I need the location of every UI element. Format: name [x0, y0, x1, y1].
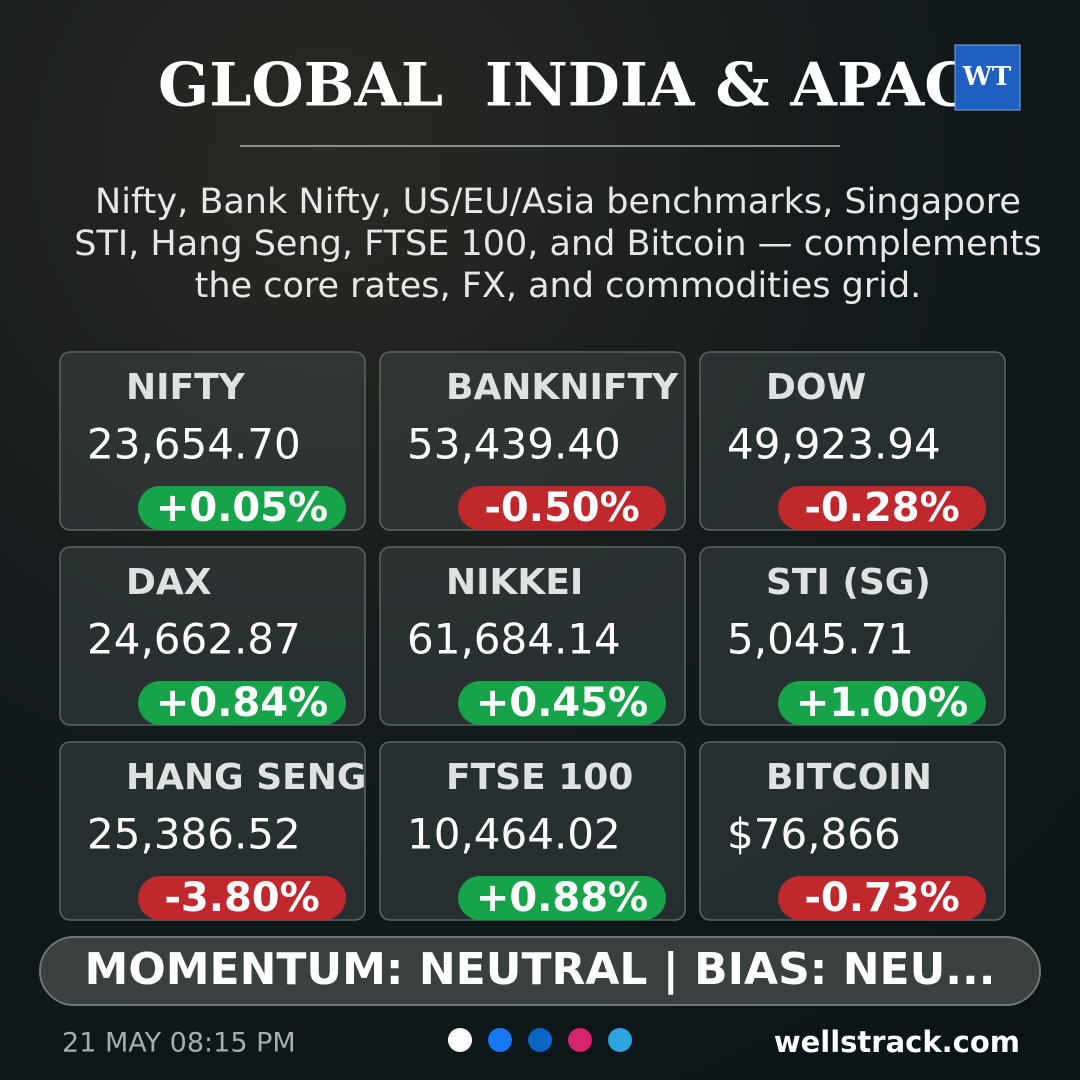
website[interactable]: wellstrack.com: [774, 1025, 1020, 1059]
card-value: 24,662.87: [87, 615, 301, 664]
change-badge: [778, 486, 986, 530]
change-badge: [138, 876, 346, 920]
banner: MOMENTUM: NEUTRAL | BIAS: NEU...: [85, 944, 996, 995]
change: -0.28%: [804, 485, 959, 531]
change: -0.73%: [804, 875, 959, 921]
card-value: 49,923.94: [727, 420, 941, 469]
change-badge: [458, 486, 666, 530]
card-name: BANKNIFTY: [446, 367, 679, 408]
change: -3.80%: [164, 875, 319, 921]
logo-box: [954, 44, 1021, 111]
card-name: DOW: [766, 367, 866, 408]
card-value: 25,386.52: [87, 810, 301, 859]
card-value: 10,464.02: [407, 810, 621, 859]
card-name: FTSE 100: [446, 757, 633, 798]
icon-x[interactable]: [448, 1028, 472, 1052]
change-badge: [138, 681, 346, 725]
card-value: 61,684.14: [407, 615, 621, 664]
change: +1.00%: [796, 680, 968, 726]
subtitle-line: Nifty, Bank Nifty, US/EU/Asia benchmarks…: [95, 182, 1021, 222]
card-value: 5,045.71: [727, 615, 914, 664]
subtitle: Nifty, Bank Nifty, US/EU/Asia benchmarks…: [74, 182, 1042, 306]
change-badge: [458, 876, 666, 920]
subtitle-line: the core rates, FX, and commodities grid…: [195, 266, 922, 306]
banner-box: [39, 936, 1041, 1006]
change-badge: [778, 876, 986, 920]
date: 21 MAY 08:15 PM: [62, 1028, 296, 1059]
title: GLOBAL INDIA & APAC: [158, 51, 972, 121]
icon-linkedin[interactable]: [528, 1028, 552, 1052]
card-value: 23,654.70: [87, 420, 301, 469]
card-name: NIFTY: [126, 367, 246, 408]
card-value: $76,866: [727, 810, 901, 859]
card-name: BITCOIN: [766, 757, 932, 798]
card-value: 53,439.40: [407, 420, 621, 469]
subtitle-line: STI, Hang Seng, FTSE 100, and Bitcoin — …: [74, 224, 1042, 264]
change: +0.88%: [476, 875, 648, 921]
change: +0.05%: [156, 485, 328, 531]
card-name: HANG SENG: [126, 757, 366, 798]
logo: WT: [962, 62, 1012, 92]
icon-telegram[interactable]: [608, 1028, 632, 1052]
card-name: STI (SG): [766, 562, 931, 603]
change: +0.45%: [476, 680, 648, 726]
change: +0.84%: [156, 680, 328, 726]
icon-facebook[interactable]: [488, 1028, 512, 1052]
change-badge: [458, 681, 666, 725]
change-badge: [138, 486, 346, 530]
card-grid: NIFTY 23,654.70 +0.05% BANKNIFTY 53,439.40 -0…: [59, 351, 1006, 921]
social-icons: [448, 1028, 632, 1052]
change: -0.50%: [484, 485, 639, 531]
change-badge: [778, 681, 986, 725]
card-name: NIKKEI: [446, 562, 583, 603]
icon-instagram[interactable]: [568, 1028, 592, 1052]
card-name: DAX: [126, 562, 212, 603]
